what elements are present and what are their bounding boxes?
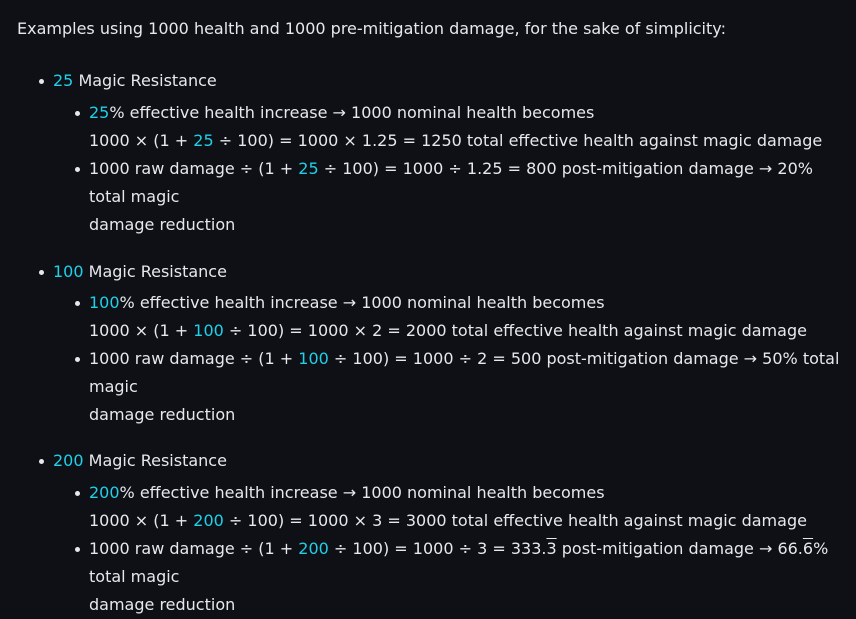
mr-value: 100 — [53, 262, 84, 281]
mr-value-inline: 25 — [89, 103, 110, 122]
content: Examples using 1000 health and 1000 pre-… — [17, 18, 846, 619]
bullet-icon — [75, 357, 80, 362]
mr-value-inline: 200 — [298, 539, 329, 558]
heading-suffix: Magic Resistance — [83, 262, 227, 281]
line-3-wrap: damage reduction — [89, 215, 236, 234]
damage-reduction-item: 1000 raw damage ÷ (1 + 100 ÷ 100) = 1000… — [17, 345, 846, 429]
section-heading: 100 Magic Resistance — [17, 261, 846, 283]
section-25-mr: 25 Magic Resistance 25% effective health… — [17, 70, 846, 239]
effective-health-item: 100% effective health increase → 1000 no… — [17, 289, 846, 345]
line-3-pre: 1000 raw damage ÷ (1 + — [89, 539, 299, 558]
line-1-text: % effective health increase → 1000 nomin… — [109, 103, 595, 122]
intro-text: Examples using 1000 health and 1000 pre-… — [17, 19, 726, 38]
section-200-mr: 200 Magic Resistance 200% effective heal… — [17, 450, 846, 619]
line-2-pre: 1000 × (1 + — [89, 131, 194, 150]
repeating-digit: 6 — [802, 539, 814, 558]
bullet-icon — [75, 167, 80, 172]
line-1-text: % effective health increase → 1000 nomin… — [119, 483, 605, 502]
line-3-b: post-mitigation damage → 66. — [556, 539, 803, 558]
heading-suffix: Magic Resistance — [83, 451, 227, 470]
line-3-wrap: damage reduction — [89, 595, 236, 614]
mr-value-inline: 200 — [193, 511, 224, 530]
section-heading: 200 Magic Resistance — [17, 450, 846, 472]
bullet-icon — [75, 547, 80, 552]
line-3-mid: ÷ 100) = 1000 ÷ 2 = 500 post-mitigation … — [89, 349, 840, 396]
line-3-mid: ÷ 100) = 1000 ÷ 1.25 = 800 post-mitigati… — [89, 159, 813, 206]
section-heading: 25 Magic Resistance — [17, 70, 846, 92]
line-2: 1000 × (1 + 200 ÷ 100) = 1000 × 3 = 3000… — [89, 507, 846, 535]
line-2: 1000 × (1 + 100 ÷ 100) = 1000 × 2 = 2000… — [89, 317, 846, 345]
mr-value-inline: 200 — [89, 483, 120, 502]
bullet-icon — [75, 491, 80, 496]
mr-value-inline: 100 — [298, 349, 329, 368]
mr-value: 25 — [53, 71, 74, 90]
damage-reduction-item: 1000 raw damage ÷ (1 + 200 ÷ 100) = 1000… — [17, 535, 846, 619]
heading-suffix: Magic Resistance — [73, 71, 217, 90]
bullet-icon — [39, 270, 44, 275]
line-3-pre: 1000 raw damage ÷ (1 + — [89, 159, 299, 178]
mr-value-inline: 100 — [193, 321, 224, 340]
line-2: 1000 × (1 + 25 ÷ 100) = 1000 × 1.25 = 12… — [89, 127, 846, 155]
line-2-post: ÷ 100) = 1000 × 2 = 2000 total effective… — [223, 321, 807, 340]
mr-value-inline: 25 — [298, 159, 319, 178]
line-1-text: % effective health increase → 1000 nomin… — [119, 293, 605, 312]
line-3-pre: 1000 raw damage ÷ (1 + — [89, 349, 299, 368]
section-100-mr: 100 Magic Resistance 100% effective heal… — [17, 261, 846, 429]
line-1: 25% effective health increase → 1000 nom… — [89, 99, 846, 127]
mr-value-inline: 100 — [89, 293, 120, 312]
line-1: 100% effective health increase → 1000 no… — [89, 289, 846, 317]
mr-value: 200 — [53, 451, 84, 470]
bullet-icon — [39, 79, 44, 84]
line-2-post: ÷ 100) = 1000 × 3 = 3000 total effective… — [223, 511, 807, 530]
line-3: 1000 raw damage ÷ (1 + 200 ÷ 100) = 1000… — [89, 535, 846, 591]
repeating-digit: 3 — [546, 539, 557, 558]
bullet-icon — [75, 111, 80, 116]
bullet-icon — [39, 459, 44, 464]
bullet-icon — [75, 301, 80, 306]
mr-value-inline: 25 — [193, 131, 214, 150]
effective-health-item: 25% effective health increase → 1000 nom… — [17, 99, 846, 155]
line-1: 200% effective health increase → 1000 no… — [89, 479, 846, 507]
line-3-a: ÷ 100) = 1000 ÷ 3 = 333. — [328, 539, 547, 558]
effective-health-item: 200% effective health increase → 1000 no… — [17, 479, 846, 535]
line-3-wrap: damage reduction — [89, 405, 236, 424]
line-2-pre: 1000 × (1 + — [89, 511, 194, 530]
line-2-post: ÷ 100) = 1000 × 1.25 = 1250 total effect… — [213, 131, 823, 150]
line-3: 1000 raw damage ÷ (1 + 25 ÷ 100) = 1000 … — [89, 155, 846, 211]
damage-reduction-item: 1000 raw damage ÷ (1 + 25 ÷ 100) = 1000 … — [17, 155, 846, 239]
line-3: 1000 raw damage ÷ (1 + 100 ÷ 100) = 1000… — [89, 345, 846, 401]
line-2-pre: 1000 × (1 + — [89, 321, 194, 340]
